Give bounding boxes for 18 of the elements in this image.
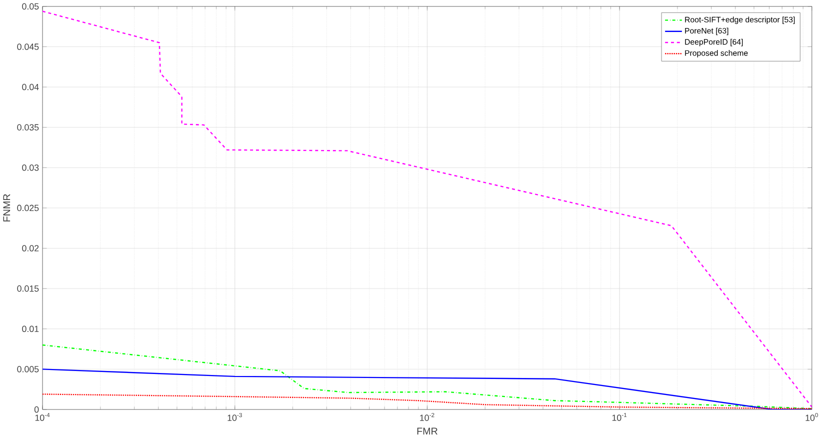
y-tick-label: 0.04 (22, 84, 39, 90)
y-tick-label: 0.03 (22, 164, 39, 171)
y-tick-label: 0.035 (17, 124, 39, 131)
x-tick-label: 10$^{-2}$ (420, 413, 434, 422)
y-tick-label: 0.025 (17, 204, 39, 212)
y-axis-title: FNMR (3, 194, 10, 222)
y-tick-label: 0.045 (17, 44, 39, 50)
y-tick-label: 0.02 (22, 245, 39, 252)
y-tick-label: 0.01 (22, 326, 39, 332)
x-tick-label: 10$^{-3}$ (228, 413, 242, 422)
x-tick-label: 10$^{-1}$ (612, 413, 627, 421)
x-axis-title: FMR (417, 428, 438, 435)
x-tick-label: 10$^{-4}$ (35, 413, 50, 421)
y-tick-label: 0.05 (22, 3, 39, 10)
y-tick-label: 0 (34, 406, 39, 413)
y-tick-label: 0.005 (17, 366, 39, 372)
x-tick-label: 10$^{0}$ (806, 413, 818, 422)
y-tick-label: 0.015 (17, 286, 39, 292)
